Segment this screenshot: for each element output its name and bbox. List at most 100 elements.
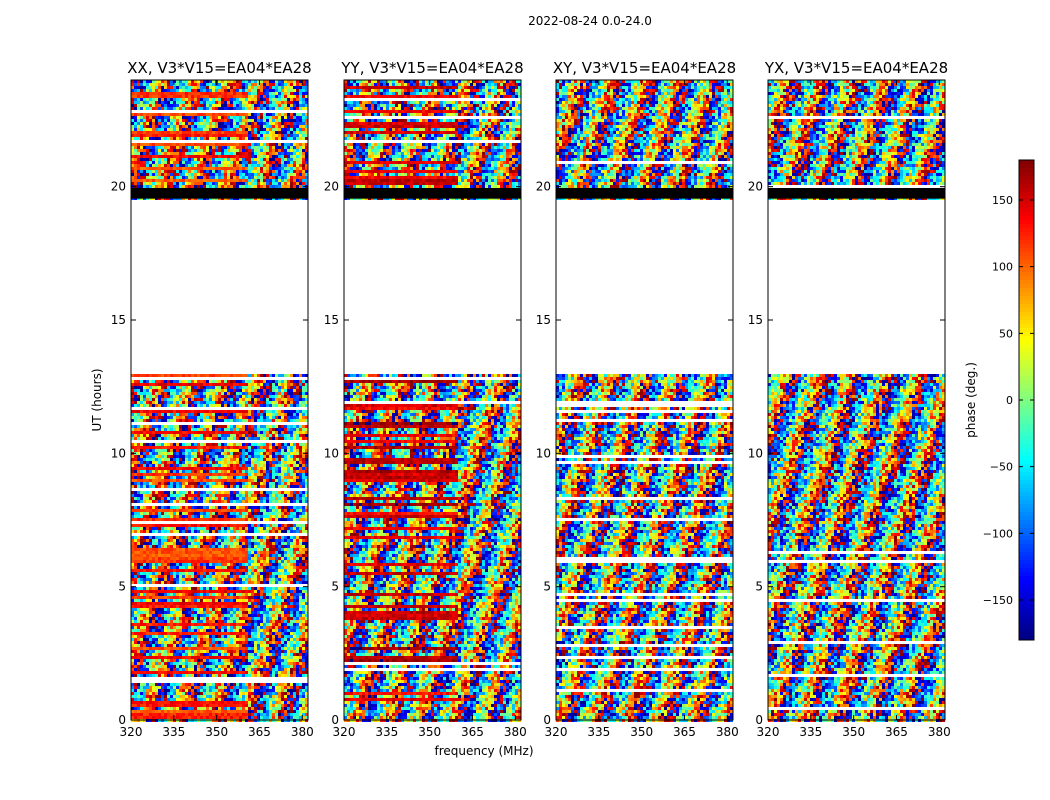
phase-cell bbox=[254, 83, 257, 86]
phase-cell bbox=[227, 101, 230, 104]
phase-cell bbox=[179, 83, 182, 86]
phase-cell bbox=[191, 95, 194, 98]
phase-cell bbox=[161, 119, 164, 122]
phase-cell bbox=[149, 89, 152, 92]
phase-cell bbox=[158, 116, 161, 119]
phase-cell bbox=[248, 119, 251, 122]
phase-cell bbox=[272, 95, 275, 98]
phase-cell bbox=[137, 131, 140, 134]
phase-cell bbox=[173, 101, 176, 104]
phase-cell bbox=[146, 86, 149, 89]
phase-cell bbox=[299, 89, 302, 92]
phase-cell bbox=[134, 92, 137, 95]
phase-cell bbox=[272, 92, 275, 95]
phase-cell bbox=[263, 101, 266, 104]
phase-cell bbox=[287, 89, 290, 92]
phase-cell bbox=[242, 116, 245, 119]
phase-cell bbox=[161, 113, 164, 116]
phase-cell bbox=[182, 113, 185, 116]
phase-cell bbox=[230, 86, 233, 89]
phase-cell bbox=[137, 83, 140, 86]
phase-cell bbox=[197, 104, 200, 107]
phase-cell bbox=[215, 89, 218, 92]
phase-cell bbox=[155, 122, 158, 125]
phase-cell bbox=[176, 95, 179, 98]
phase-cell bbox=[227, 125, 230, 128]
phase-cell bbox=[170, 116, 173, 119]
phase-cell bbox=[155, 131, 158, 134]
phase-cell bbox=[176, 128, 179, 131]
phase-cell bbox=[224, 86, 227, 89]
phase-cell bbox=[266, 128, 269, 131]
phase-cell bbox=[296, 128, 299, 131]
phase-cell bbox=[188, 95, 191, 98]
phase-cell bbox=[299, 116, 302, 119]
phase-cell bbox=[254, 95, 257, 98]
phase-cell bbox=[158, 119, 161, 122]
phase-cell bbox=[176, 92, 179, 95]
phase-cell bbox=[185, 95, 188, 98]
phase-cell bbox=[251, 92, 254, 95]
phase-cell bbox=[146, 95, 149, 98]
phase-cell bbox=[179, 107, 182, 110]
phase-cell bbox=[266, 101, 269, 104]
phase-cell bbox=[215, 86, 218, 89]
phase-cell bbox=[179, 122, 182, 125]
phase-cell bbox=[236, 116, 239, 119]
phase-cell bbox=[152, 119, 155, 122]
phase-cell bbox=[242, 128, 245, 131]
phase-cell bbox=[293, 107, 296, 110]
phase-cell bbox=[293, 83, 296, 86]
phase-cell bbox=[200, 98, 203, 101]
phase-cell bbox=[221, 95, 224, 98]
phase-cell bbox=[287, 116, 290, 119]
phase-cell bbox=[155, 83, 158, 86]
phase-cell bbox=[185, 119, 188, 122]
phase-cell bbox=[296, 86, 299, 89]
phase-cell bbox=[176, 116, 179, 119]
phase-cell bbox=[167, 122, 170, 125]
phase-cell bbox=[296, 104, 299, 107]
phase-cell bbox=[221, 86, 224, 89]
phase-cell bbox=[260, 98, 263, 101]
phase-cell bbox=[275, 89, 278, 92]
phase-cell bbox=[224, 128, 227, 131]
phase-cell bbox=[194, 89, 197, 92]
phase-cell bbox=[209, 116, 212, 119]
phase-cell bbox=[176, 122, 179, 125]
phase-cell bbox=[287, 128, 290, 131]
phase-cell bbox=[161, 86, 164, 89]
phase-cell bbox=[296, 89, 299, 92]
phase-cell bbox=[227, 98, 230, 101]
phase-cell bbox=[242, 119, 245, 122]
phase-cell bbox=[179, 86, 182, 89]
phase-cell bbox=[164, 119, 167, 122]
phase-cell bbox=[185, 116, 188, 119]
phase-cell bbox=[212, 125, 215, 128]
phase-cell bbox=[278, 95, 281, 98]
phase-cell bbox=[197, 92, 200, 95]
phase-cell bbox=[206, 107, 209, 110]
phase-cell bbox=[149, 92, 152, 95]
phase-cell bbox=[284, 119, 287, 122]
phase-cell bbox=[158, 122, 161, 125]
phase-cell bbox=[254, 116, 257, 119]
phase-cell bbox=[257, 125, 260, 128]
phase-cell bbox=[200, 128, 203, 131]
phase-cell bbox=[215, 92, 218, 95]
phase-cell bbox=[281, 104, 284, 107]
phase-cell bbox=[242, 122, 245, 125]
phase-cell bbox=[134, 122, 137, 125]
phase-cell bbox=[212, 95, 215, 98]
phase-cell bbox=[224, 101, 227, 104]
phase-cell bbox=[206, 83, 209, 86]
phase-cell bbox=[197, 101, 200, 104]
phase-cell bbox=[155, 125, 158, 128]
phase-cell bbox=[164, 113, 167, 116]
phase-cell bbox=[266, 95, 269, 98]
phase-cell bbox=[158, 128, 161, 131]
phase-cell bbox=[212, 101, 215, 104]
phase-cell bbox=[173, 119, 176, 122]
phase-cell bbox=[290, 95, 293, 98]
phase-cell bbox=[224, 83, 227, 86]
